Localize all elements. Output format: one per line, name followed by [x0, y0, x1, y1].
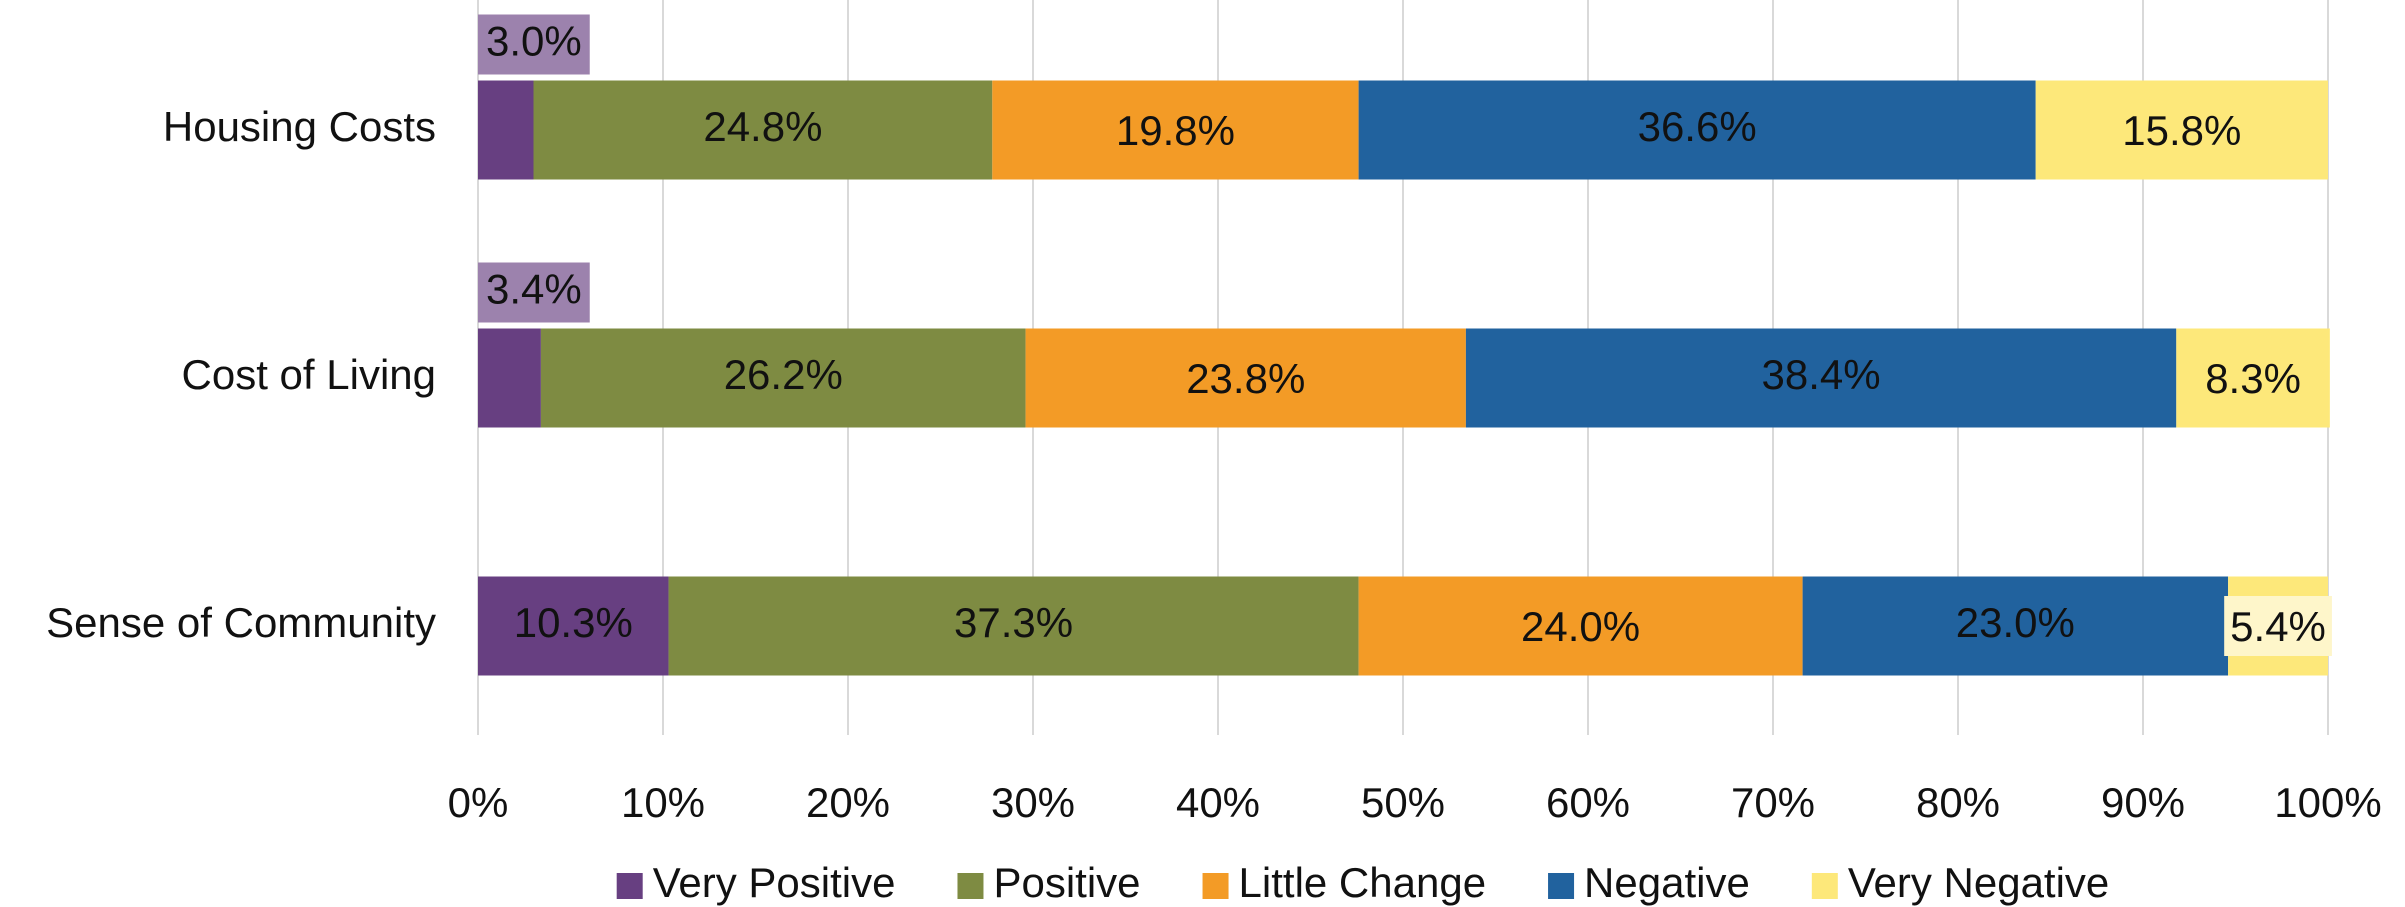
bar-segment: [478, 576, 669, 676]
bar-segment: [540, 328, 1026, 428]
bar-segment: [992, 80, 1359, 180]
bar-segment: [478, 328, 541, 428]
x-tick-label: 60%: [1546, 779, 1630, 826]
data-label: 24.0%: [1521, 603, 1640, 650]
data-label: 10.3%: [514, 599, 633, 646]
data-label: 23.0%: [1956, 599, 2075, 646]
x-tick-label: 70%: [1731, 779, 1815, 826]
legend-label: Negative: [1584, 859, 1750, 906]
data-label: 26.2%: [724, 351, 843, 398]
bar-segment: [478, 80, 534, 180]
x-tick-label: 50%: [1361, 779, 1445, 826]
data-label-box: [2224, 596, 2332, 656]
data-label: 8.3%: [2205, 355, 2301, 402]
x-tick-label: 100%: [2274, 779, 2381, 826]
legend-swatch: [1811, 873, 1838, 899]
data-label: 37.3%: [954, 599, 1073, 646]
data-label: 3.4%: [486, 266, 582, 313]
bar-segment: [2035, 80, 2328, 180]
bar-segment: [668, 576, 1359, 676]
data-label: 3.0%: [486, 18, 582, 65]
legend-label: Positive: [993, 859, 1140, 906]
bar-segment: [533, 80, 993, 180]
x-tick-label: 30%: [991, 779, 1075, 826]
bar-segment: [1465, 328, 2177, 428]
bar-segment: [1802, 576, 2229, 676]
bar-segment: [1358, 80, 2036, 180]
bar-segment: [1025, 328, 1466, 428]
data-label-box: [478, 14, 590, 75]
data-label: 38.4%: [1762, 351, 1881, 398]
x-tick-label: 10%: [621, 779, 705, 826]
data-label: 19.8%: [1116, 107, 1235, 154]
legend-label: Little Change: [1239, 859, 1487, 906]
legend-label: Very Positive: [653, 859, 896, 906]
data-label: 36.6%: [1638, 103, 1757, 150]
x-tick-label: 80%: [1916, 779, 2000, 826]
legend-swatch: [1202, 873, 1229, 899]
y-tick-label: Cost of Living: [182, 351, 436, 398]
data-label: 24.8%: [703, 103, 822, 150]
data-label: 23.8%: [1186, 355, 1305, 402]
legend: Very Positive Positive Little Change Negati…: [616, 859, 2109, 906]
legend-swatch: [1548, 873, 1575, 899]
x-tick-label: 20%: [806, 779, 890, 826]
legend-swatch: [616, 873, 643, 899]
y-tick-label: Sense of Community: [46, 599, 436, 646]
legend-label: Very Negative: [1848, 859, 2109, 906]
y-tick-label: Housing Costs: [163, 103, 436, 150]
data-label: 15.8%: [2122, 107, 2241, 154]
data-label: 5.4%: [2230, 603, 2326, 650]
bar-segment: [1358, 576, 1803, 676]
x-tick-label: 0%: [448, 779, 509, 826]
legend-swatch: [957, 873, 984, 899]
x-tick-label: 90%: [2101, 779, 2185, 826]
x-tick-label: 40%: [1176, 779, 1260, 826]
bar-segment: [2176, 328, 2330, 428]
data-label-box: [478, 262, 590, 323]
